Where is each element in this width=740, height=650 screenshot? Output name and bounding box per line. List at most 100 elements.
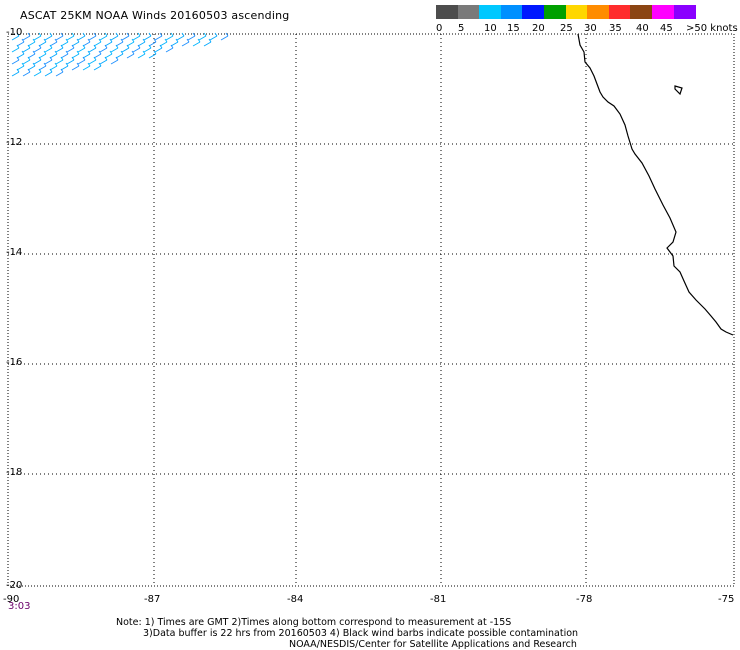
legend-swatch (544, 5, 566, 19)
wind-barb (82, 62, 91, 71)
wind-barb (16, 50, 25, 59)
wind-barb (220, 32, 229, 41)
coastline (577, 33, 734, 336)
wind-barb (77, 56, 86, 65)
wind-barb (148, 50, 157, 59)
wind-barb (99, 44, 108, 53)
wind-barb (77, 32, 86, 41)
wind-barb (60, 50, 69, 59)
legend-swatch (673, 5, 696, 19)
legend-label: 35 (609, 23, 622, 34)
legend-label: 10 (484, 23, 497, 34)
wind-barb (148, 38, 157, 47)
wind-barb (99, 32, 108, 41)
legend-label: 15 (507, 23, 520, 34)
wind-barb (77, 44, 86, 53)
lat-label: -12 (6, 137, 23, 148)
wind-barb (82, 50, 91, 59)
wind-barb (33, 56, 42, 65)
wind-barb (27, 38, 36, 47)
legend-label: 30 (584, 23, 597, 34)
wind-barb (55, 44, 64, 53)
wind-barb (93, 38, 102, 47)
wind-barb (55, 68, 64, 77)
wind-barb (165, 44, 174, 53)
lat-label: -18 (6, 467, 23, 478)
wind-barb (16, 38, 25, 47)
wind-barb (159, 38, 168, 47)
wind-barb (132, 44, 141, 53)
wind-barb (137, 50, 146, 59)
legend-label: 20 (532, 23, 545, 34)
legend-label: >50 knots (686, 23, 738, 34)
wind-barb (38, 38, 47, 47)
wind-barb (11, 44, 20, 53)
wind-barb (99, 56, 108, 65)
legend-label: 45 (660, 23, 673, 34)
wind-barb (121, 32, 130, 41)
lon-label: -90 (3, 594, 20, 605)
wind-barb (88, 56, 97, 65)
legend-label: 25 (560, 23, 573, 34)
wind-barb (11, 68, 20, 77)
wind-barb (55, 56, 64, 65)
wind-barb (165, 32, 174, 41)
wind-barb (44, 56, 53, 65)
wind-barb (44, 32, 53, 41)
legend-swatch (479, 5, 502, 19)
wind-barb (154, 32, 163, 41)
wind-barb (22, 68, 31, 77)
legend-label: 5 (458, 23, 465, 34)
lat-label: -14 (6, 247, 23, 258)
legend-swatch (457, 5, 480, 19)
wind-barb (192, 38, 201, 47)
wind-barb (176, 32, 185, 41)
wind-barb (121, 44, 130, 53)
wind-barb (154, 44, 163, 53)
wind-barb (110, 56, 119, 65)
lat-label: -16 (6, 357, 23, 368)
wind-barb (22, 56, 31, 65)
wind-barb (71, 62, 80, 71)
wind-barb (44, 68, 53, 77)
wind-barb (11, 56, 20, 65)
wind-barbs (11, 32, 229, 77)
footer-credit: NOAA/NESDIS/Center for Satellite Applica… (289, 639, 577, 650)
wind-barb (38, 50, 47, 59)
wind-barb (33, 68, 42, 77)
lon-label: -84 (287, 594, 304, 605)
map-frame (7, 33, 735, 587)
wind-barb (104, 38, 113, 47)
legend-label: 0 (436, 23, 443, 34)
wind-barb (209, 32, 218, 41)
wind-barb (22, 44, 31, 53)
wind-barb (71, 38, 80, 47)
legend-swatch (436, 5, 458, 19)
wind-barb (198, 32, 207, 41)
wind-barb (110, 44, 119, 53)
wind-barb (143, 44, 152, 53)
legend-swatch (587, 5, 610, 19)
wind-barb (60, 38, 69, 47)
wind-barb (170, 38, 179, 47)
legend-swatch (608, 5, 631, 19)
wind-barb (187, 32, 196, 41)
lat-label: -20 (6, 580, 23, 591)
wind-barb (115, 38, 124, 47)
wind-barb (132, 32, 141, 41)
legend-label: 40 (636, 23, 649, 34)
wind-barb (16, 62, 25, 71)
wind-barb (38, 62, 47, 71)
wind-barb (66, 32, 75, 41)
graticule (8, 34, 734, 586)
wind-barb (55, 32, 64, 41)
wind-barb (93, 50, 102, 59)
wind-barb (93, 62, 102, 71)
lon-label: -81 (430, 594, 447, 605)
wind-barb (88, 44, 97, 53)
wind-barb (110, 32, 119, 41)
wind-barb (27, 50, 36, 59)
wind-barb (22, 32, 31, 41)
legend-swatch (565, 5, 588, 19)
